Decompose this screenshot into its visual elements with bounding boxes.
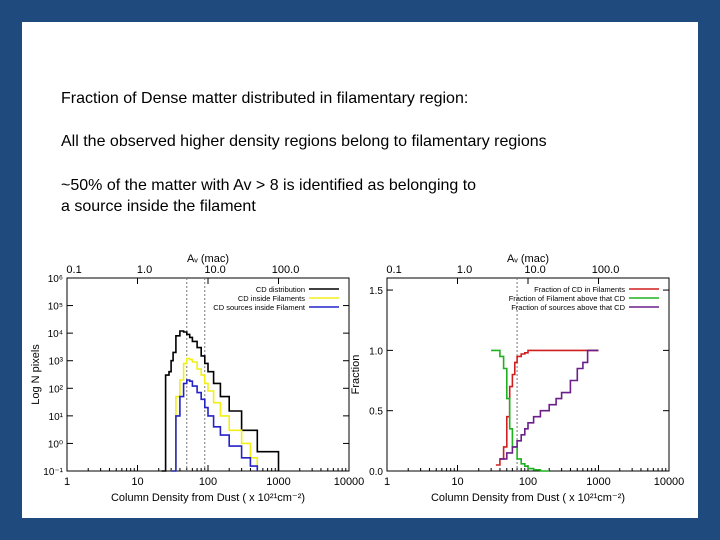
slide-point-2: ~50% of the matter with Av > 8 is identi… <box>61 177 477 194</box>
x-tick-label: 1000 <box>266 476 290 488</box>
y-tick-label: 1.5 <box>369 286 383 297</box>
legend-label: CD inside Filaments <box>238 294 305 303</box>
top-tick-label: 10.0 <box>524 264 545 276</box>
legend-label: Fraction of sources above that CD <box>511 303 625 312</box>
top-tick-label: 0.1 <box>66 264 81 276</box>
y-tick-label: 10⁻¹ <box>43 467 63 478</box>
y-tick-label: 10⁵ <box>48 302 63 313</box>
y-tick-label: 0.5 <box>369 407 383 418</box>
filament-fraction-chart: 1 10 100 1000 10000 0.1 1.0 10.0 100.0 Aᵥ (mac) 0.… <box>350 253 684 504</box>
y-tick-label: 1.0 <box>369 346 383 357</box>
x-tick-label: 10 <box>131 476 143 488</box>
top-tick-label: 100.0 <box>272 264 300 276</box>
top-tick-label: 100.0 <box>592 264 620 276</box>
y-tick-label: 10³ <box>49 357 64 368</box>
series-line-0 <box>495 349 599 466</box>
y-tick-label: 10⁰ <box>48 439 63 450</box>
legend-label: CD distribution <box>256 285 305 294</box>
series-line-2 <box>499 349 599 460</box>
x-tick-label: 10000 <box>334 476 365 488</box>
x-tick-label: 1000 <box>586 476 610 488</box>
top-tick-label: 10.0 <box>204 264 225 276</box>
y-axis-label: Log N pixels <box>30 344 42 405</box>
legend-label: CD sources inside Filament <box>213 303 306 312</box>
legend-label: Fraction of CD in Filaments <box>534 285 625 294</box>
x-tick-label: 1 <box>384 476 390 488</box>
series-line-0 <box>161 330 280 472</box>
y-tick-label: 10¹ <box>49 412 64 423</box>
y-tick-label: 0.0 <box>369 467 383 478</box>
x-tick-label: 100 <box>519 476 537 488</box>
slide-point-2-cont: a source inside the filament <box>61 198 256 215</box>
y-tick-label: 10⁶ <box>48 274 63 285</box>
top-tick-label: 0.1 <box>386 264 401 276</box>
x-tick-label: 10 <box>451 476 463 488</box>
series-line-2 <box>171 379 259 472</box>
column-density-histogram: 1 10 100 1000 10000 0.1 1.0 10.0 100.0 Aᵥ (mac) 10… <box>30 253 364 504</box>
x-tick-label: 100 <box>199 476 217 488</box>
x-tick-label: 10000 <box>654 476 685 488</box>
y-axis-label: Fraction <box>350 355 362 395</box>
slide-heading: Fraction of Dense matter distributed in … <box>61 90 469 107</box>
top-axis-label: Aᵥ (mac) <box>187 253 229 265</box>
x-axis-label: Column Density from Dust ( x 10²¹cm⁻²) <box>111 492 305 504</box>
slide: Fraction of Dense matter distributed in … <box>22 22 698 518</box>
plot-frame <box>66 277 350 472</box>
top-tick-label: 1.0 <box>137 264 152 276</box>
x-axis-label: Column Density from Dust ( x 10²¹cm⁻²) <box>431 492 625 504</box>
top-tick-label: 1.0 <box>457 264 472 276</box>
top-axis-label: Aᵥ (mac) <box>507 253 549 265</box>
slide-point-1: All the observed higher density regions … <box>61 133 547 150</box>
y-tick-label: 10⁴ <box>48 329 63 340</box>
series-line-1 <box>171 357 259 472</box>
legend-label: Fraction of Filament above that CD <box>509 294 626 303</box>
x-tick-label: 1 <box>64 476 70 488</box>
y-tick-label: 10² <box>49 384 64 395</box>
